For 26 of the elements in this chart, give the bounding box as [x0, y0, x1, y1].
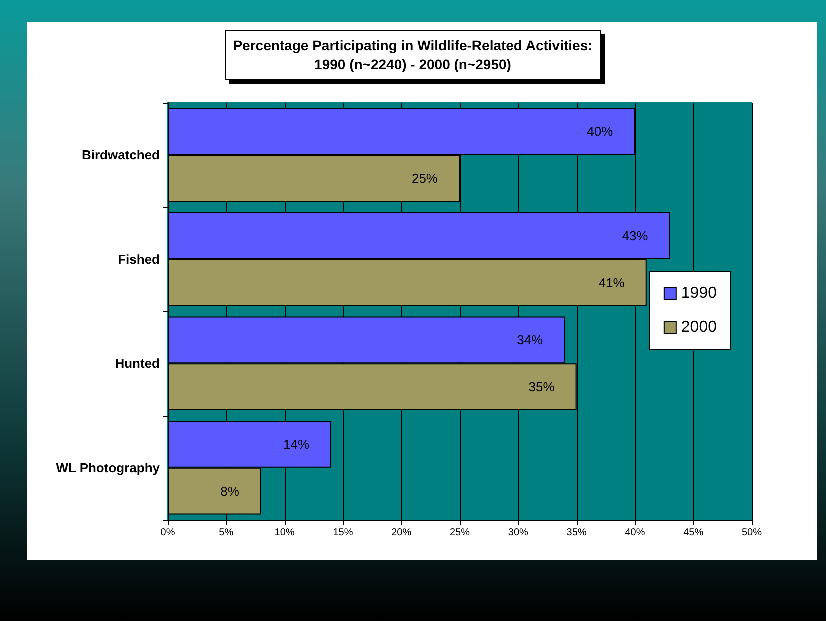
legend-label: 1990	[681, 285, 718, 302]
data-label: 8%	[220, 484, 240, 499]
x-tick-label: 5%	[219, 528, 234, 538]
data-label: 35%	[528, 380, 556, 395]
y-tick-label: Birdwatched	[82, 148, 160, 163]
x-tick-label: 15%	[333, 528, 354, 538]
y-tick-label: WL Photography	[56, 460, 161, 476]
data-label: 25%	[412, 171, 438, 186]
x-tick-label: 0%	[160, 528, 176, 538]
x-tick-label: 50%	[742, 528, 762, 538]
x-tick-label: 30%	[508, 528, 529, 538]
y-tick-label: Fished	[118, 252, 160, 267]
x-tick-label: 10%	[274, 528, 295, 538]
x-tick-label: 25%	[450, 528, 470, 538]
data-label: 40%	[587, 124, 614, 140]
legend-label: 2000	[681, 319, 718, 336]
chart-title: Percentage Participating in Wildlife-Related Activities: 1990 (n~2240) - 2000 (n~2950)	[233, 38, 593, 72]
y-tick-label: Hunted	[115, 356, 160, 372]
data-label: 34%	[517, 332, 544, 348]
x-tick-label: 40%	[625, 528, 646, 538]
data-label: 43%	[622, 228, 649, 244]
x-tick-label: 45%	[684, 528, 704, 538]
data-label: 41%	[598, 275, 626, 290]
data-label: 14%	[283, 436, 310, 452]
x-tick-label: 20%	[392, 528, 412, 538]
x-tick-label: 35%	[566, 528, 587, 538]
